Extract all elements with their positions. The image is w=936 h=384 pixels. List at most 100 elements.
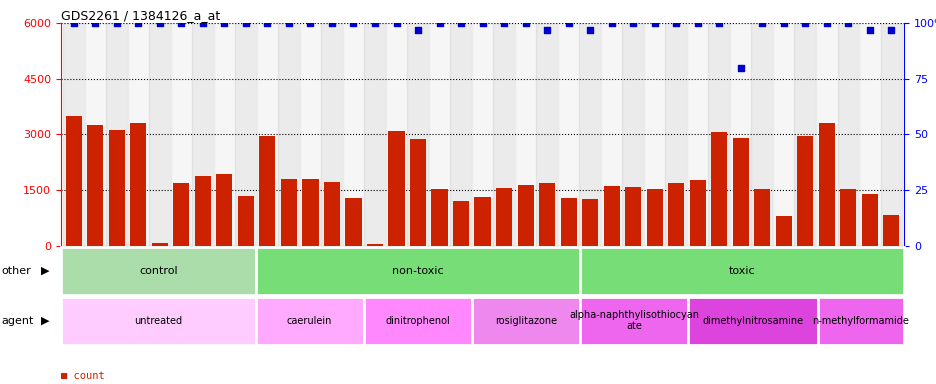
Point [388,20,403,26]
Bar [106,23,127,246]
Text: GDS2261 / 1384126_a_at: GDS2261 / 1384126_a_at [61,9,220,22]
Bar [213,23,235,246]
Bar [450,23,472,246]
Point [259,20,274,26]
Bar [643,23,665,246]
Bar [149,23,170,246]
Bar [581,199,597,246]
Bar [560,198,576,246]
Bar [431,189,447,246]
Bar [235,23,256,246]
Bar [667,183,683,246]
Point [561,20,576,26]
Bar [109,129,124,246]
Bar [281,179,297,246]
Text: other: other [2,266,32,276]
Bar [815,23,837,246]
Text: alpha-naphthylisothiocyan
ate: alpha-naphthylisothiocyan ate [568,310,698,331]
Point [475,20,490,26]
Bar [557,23,578,246]
Bar [753,189,769,246]
Text: ▶: ▶ [41,316,50,326]
Bar [410,139,426,246]
Bar [495,188,512,246]
Bar [603,186,619,246]
Bar [794,23,815,246]
Bar [127,23,149,246]
Bar [63,23,84,246]
Bar [883,215,899,246]
Bar [710,132,726,246]
Point [668,20,683,26]
Bar [578,23,600,246]
Bar [429,23,450,246]
Bar [216,174,232,246]
Bar [170,23,192,246]
Bar [818,123,834,246]
Text: caerulein: caerulein [286,316,332,326]
Bar [772,23,794,246]
Bar [238,196,254,246]
Bar [173,183,189,246]
Bar [646,189,662,246]
Point [367,20,382,26]
Bar [278,23,300,246]
Bar [665,23,686,246]
Bar [600,23,622,246]
Bar [256,23,278,246]
Point [733,65,748,71]
Bar [817,297,903,344]
Point [647,20,662,26]
Text: ▶: ▶ [41,266,50,276]
Bar [622,23,643,246]
Bar [535,23,557,246]
Bar [66,116,81,246]
Bar [300,23,321,246]
Bar [256,247,579,295]
Point [496,20,511,26]
Text: control: control [139,266,177,276]
Bar [259,136,275,246]
Point [110,20,124,26]
Point [453,20,468,26]
Bar [345,198,361,246]
Bar [130,122,146,246]
Point [690,20,705,26]
Text: dimethylnitrosamine: dimethylnitrosamine [701,316,802,326]
Point [539,26,554,33]
Bar [386,23,407,246]
Bar [452,201,469,246]
Bar [321,23,343,246]
Bar [302,179,318,246]
Text: ■ count: ■ count [61,371,105,381]
Bar [732,138,748,246]
Text: toxic: toxic [728,266,754,276]
Bar [492,23,514,246]
Bar [689,180,705,246]
Bar [514,23,535,246]
Bar [775,216,791,246]
Text: agent: agent [2,316,35,326]
Point [861,26,876,33]
Text: dinitrophenol: dinitrophenol [385,316,449,326]
Point [302,20,317,26]
Point [238,20,253,26]
Bar [152,243,168,246]
Bar [538,184,554,246]
Bar [751,23,772,246]
Point [775,20,790,26]
Point [431,20,446,26]
Bar [87,125,103,246]
Bar [687,297,817,344]
Bar [343,23,364,246]
Bar [472,23,492,246]
Bar [858,23,880,246]
Bar [364,23,386,246]
Bar [797,136,812,246]
Point [582,26,597,33]
Bar [686,23,708,246]
Bar [61,247,256,295]
Point [131,20,146,26]
Bar [367,244,383,246]
Text: untreated: untreated [134,316,183,326]
